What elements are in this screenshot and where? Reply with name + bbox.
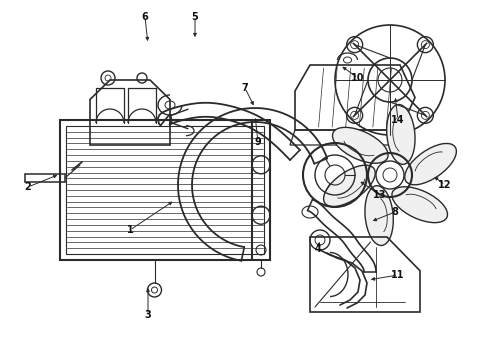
Text: 4: 4 (314, 244, 321, 254)
Ellipse shape (364, 186, 392, 246)
Text: 7: 7 (241, 83, 248, 93)
Bar (66, 126, 264, 254)
Text: 10: 10 (350, 73, 364, 83)
Ellipse shape (323, 165, 374, 207)
Text: 6: 6 (142, 12, 148, 22)
Ellipse shape (391, 187, 447, 222)
Ellipse shape (332, 127, 387, 163)
Text: 12: 12 (437, 180, 451, 190)
Text: 14: 14 (390, 115, 404, 125)
Text: 9: 9 (254, 137, 261, 147)
Text: 11: 11 (390, 270, 404, 280)
Text: 2: 2 (24, 182, 31, 192)
Ellipse shape (404, 143, 455, 185)
Text: 5: 5 (191, 12, 198, 22)
Text: 13: 13 (372, 190, 386, 200)
Text: 3: 3 (144, 310, 151, 320)
Text: 8: 8 (391, 207, 398, 217)
Ellipse shape (386, 104, 414, 165)
Bar (60, 120, 269, 260)
Text: 1: 1 (126, 225, 133, 235)
